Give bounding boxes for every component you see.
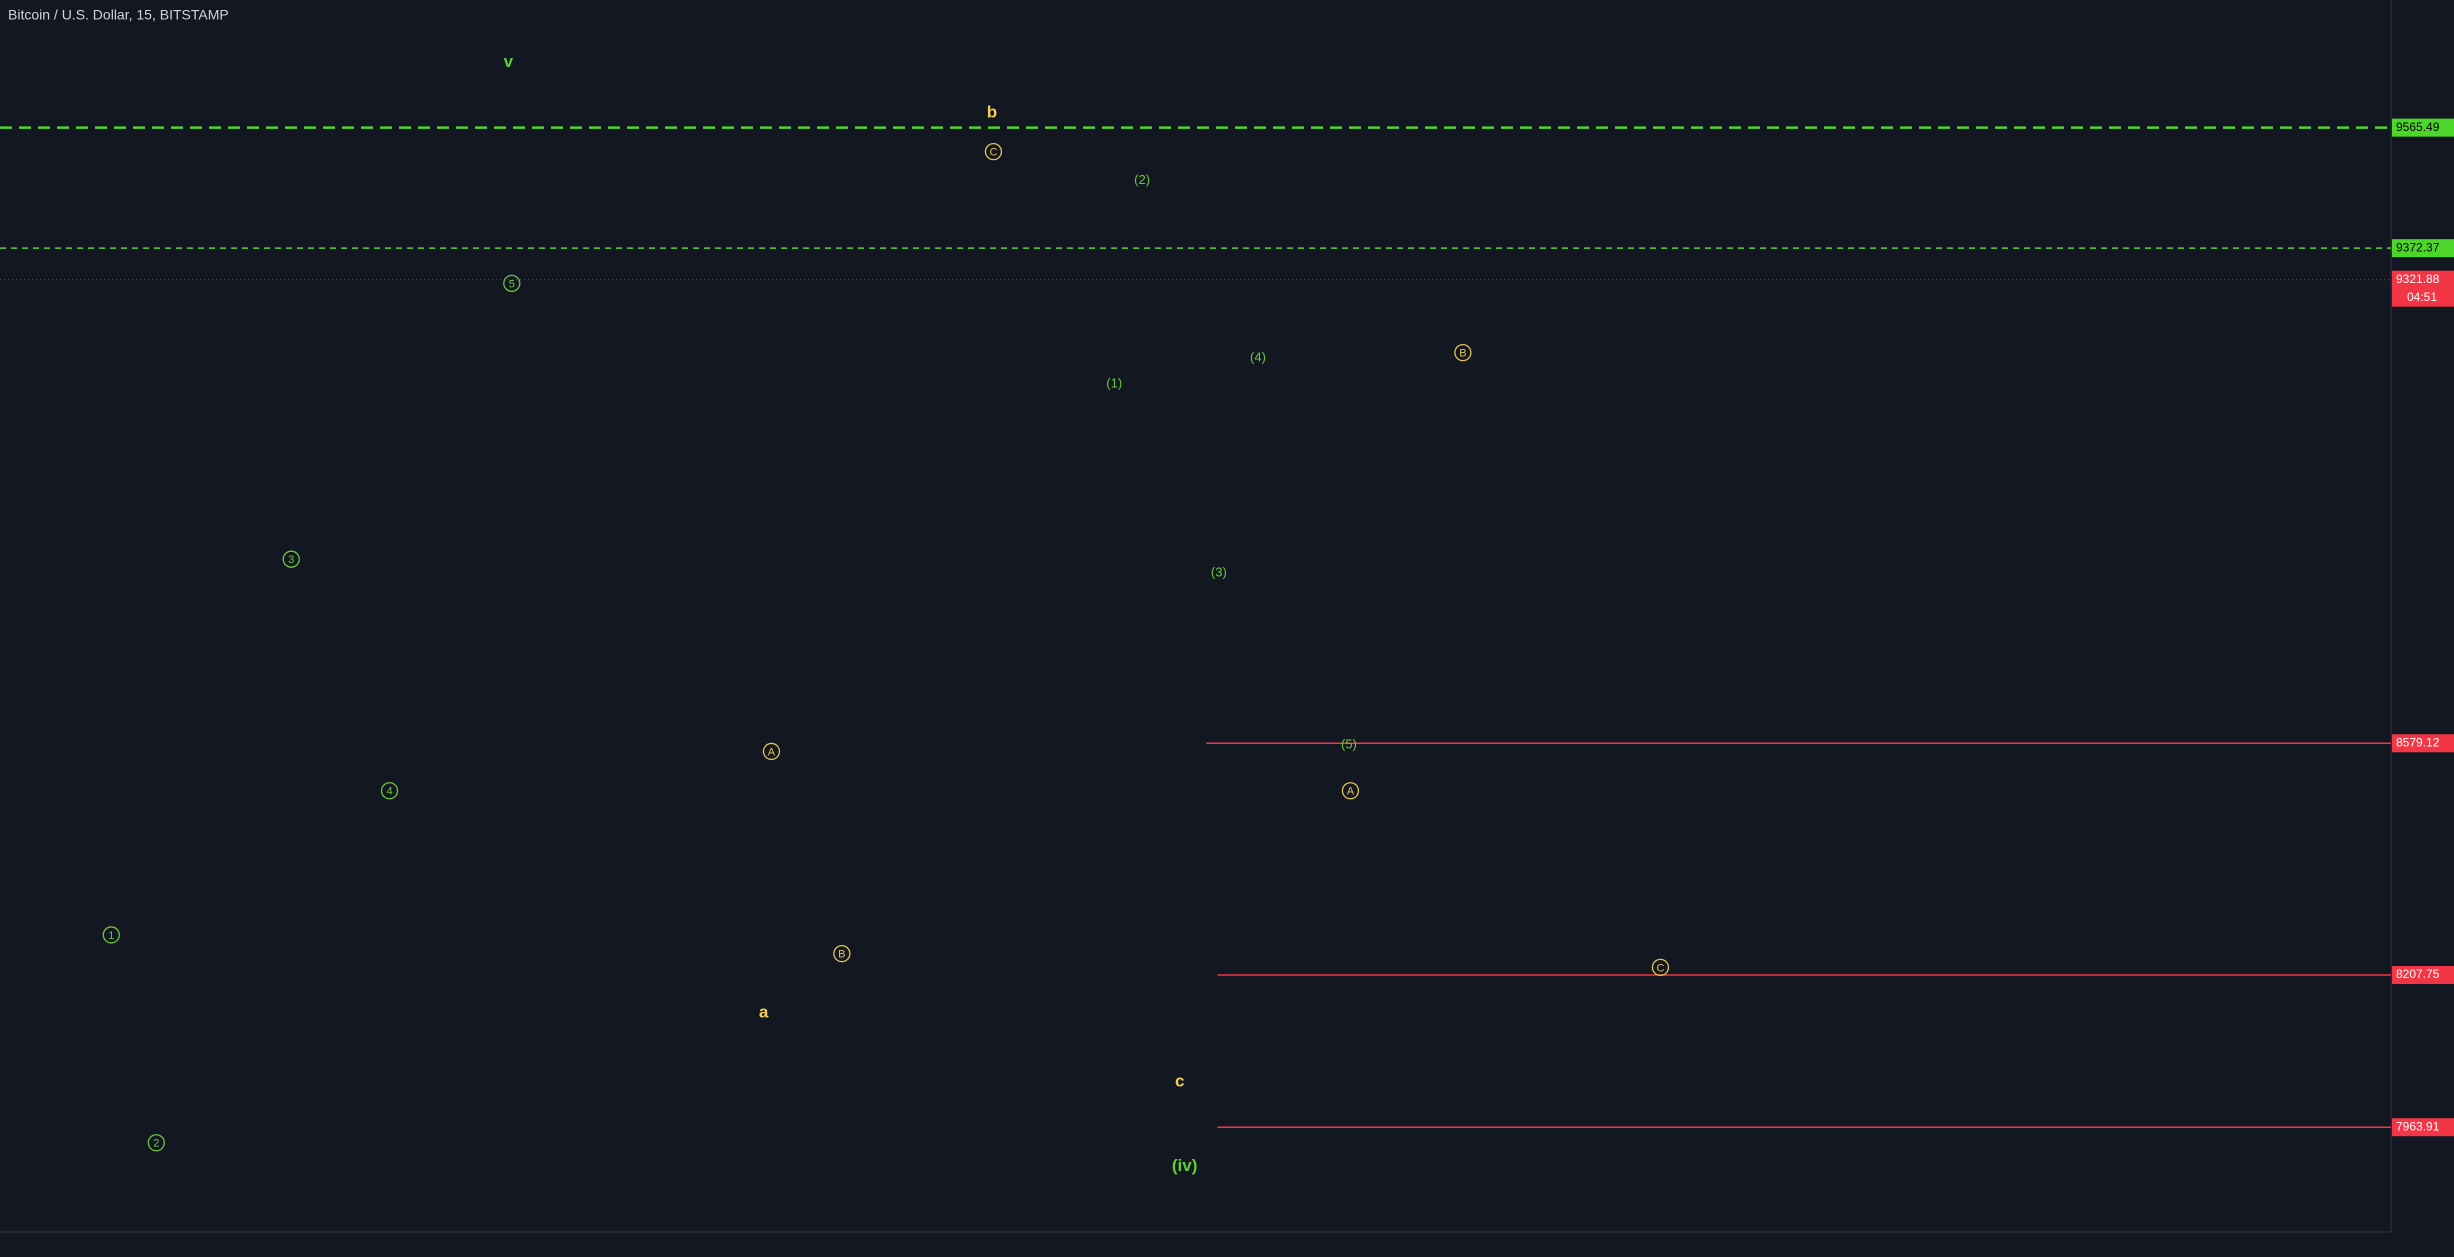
wave-label: (iv) [1172,1156,1198,1175]
level-label: 8207.75 [2396,967,2440,981]
annotation-circle [282,550,300,568]
annotation-circle [1651,958,1670,977]
annotation-circle [1341,782,1360,800]
level-label-box [2392,966,2454,985]
countdown-label: 04:51 [2407,290,2437,304]
wave-label: A [1347,786,1355,798]
last-price-box [2392,270,2454,307]
wave-label: b [987,102,997,121]
level-label-box [2392,239,2454,258]
wave-label: 5 [509,278,515,290]
axes: 9565.49 9372.37 8579.12 8207.75 7963.91 9321.… [2392,118,2454,1137]
annotation-circle [102,926,120,944]
wave-label: v [504,52,514,71]
annotation-circle [380,782,399,800]
wave-label: (5) [1341,737,1357,752]
annotation-circle [762,742,781,761]
wave-label: C [1656,962,1664,974]
wave-label: (3) [1211,564,1227,579]
wave-label: c [1175,1072,1184,1091]
plot: v 1 2 3 4 5 A B C B A Ca b c (1) (2) (3) (4) (5) (iv) [0,52,2391,1175]
wave-label: C [989,147,997,159]
wave-label: 1 [108,930,114,942]
annotation-circle [147,1134,165,1152]
wave-label: B [838,949,845,961]
level-label: 9565.49 [2396,120,2440,134]
wave-label: 2 [153,1138,159,1150]
annotation-circle [833,944,851,963]
level-label-box [2392,1118,2454,1137]
wave-label: 3 [288,554,294,566]
level-label: 8579.12 [2396,735,2440,749]
level-label-box [2392,118,2454,137]
wave-label: 4 [386,786,392,798]
wave-label: (2) [1134,172,1150,187]
wave-label: (4) [1250,350,1266,365]
annotation-circle [984,143,1003,161]
wave-label: a [759,1002,769,1021]
annotation-circle [503,274,521,292]
level-label: 9372.37 [2396,240,2440,254]
annotation-circle [1454,343,1472,362]
level-label-box [2392,734,2454,753]
wave-label: B [1459,348,1466,360]
level-label: 7963.91 [2396,1119,2440,1133]
chart-title: Bitcoin / U.S. Dollar, 15, BITSTAMP [8,7,229,23]
wave-label: A [768,746,776,758]
wave-label: (1) [1106,375,1122,390]
last-price-label: 9321.88 [2396,272,2440,286]
